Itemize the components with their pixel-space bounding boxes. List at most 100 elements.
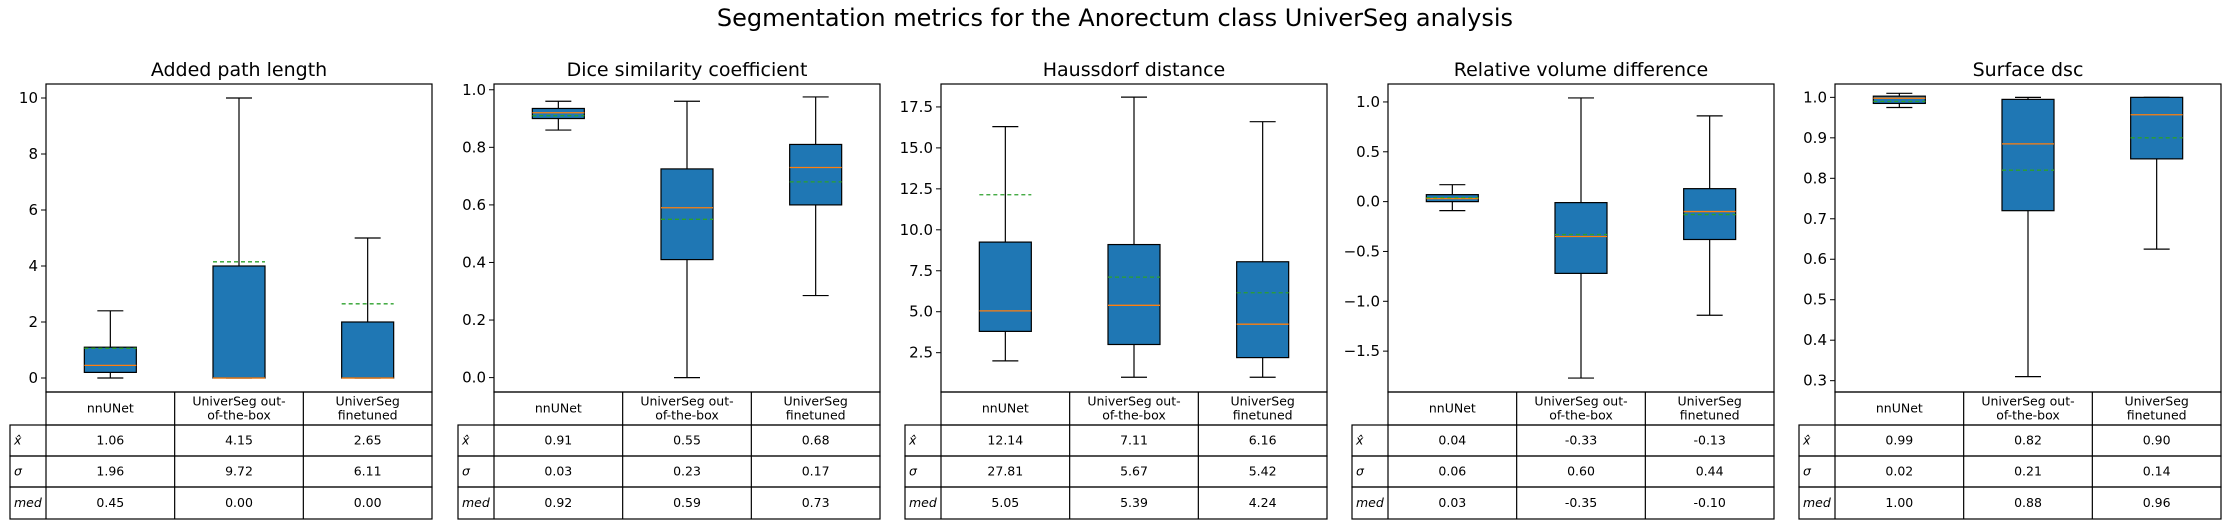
y-tick-label: −0.5 [1344,242,1380,260]
iqr-box [531,107,585,120]
table-cell: 0.82 [2014,433,2042,448]
y-tick-label: 0.7 [1803,210,1827,228]
y-tick-label: 0.5 [1356,143,1380,161]
y-tick-label: 0.6 [1803,250,1827,268]
column-header: of-the-box [1549,408,1613,423]
iqr-box [978,241,1032,332]
table-cell: 0.00 [225,495,253,510]
table-cell: 12.14 [987,433,1023,448]
row-label: med [462,495,490,510]
column-header: nnUNet [535,401,582,416]
row-label: σ [14,464,23,479]
row-label: x̂ [908,433,917,448]
box-1 [1872,92,1926,109]
y-tick-label: 0.9 [1803,129,1827,147]
table-cell: -0.13 [1693,433,1725,448]
y-tick-label: −1.0 [1344,292,1380,310]
chart-panel-3: Haussdorf distance 2.5 5.0 7.5 10.0 12.5 15.0 1… [900,59,1328,520]
table-cell: 0.92 [544,495,572,510]
table-cell: 0.23 [673,464,701,479]
table-cell: 0.88 [2014,495,2042,510]
iqr-box [2130,96,2184,160]
box-2 [2001,96,2055,378]
y-tick-label: 0.8 [462,138,486,156]
y-tick-label: 1.0 [1356,93,1380,111]
chart-panel-1: Added path length 0 2 4 6 8 10 nnUNet UniverSeg … [9,59,433,520]
y-tick-label: 0.5 [1803,291,1827,309]
column-header: UniverSeg [335,394,399,409]
iqr-box [83,346,137,374]
column-header: UniverSeg out- [1981,394,2074,409]
box-3 [2130,96,2184,250]
table-cell: -0.10 [1693,495,1725,510]
column-header: UniverSeg [1677,394,1741,409]
y-tick-label: 15.0 [900,139,933,157]
y-tick-label: 0.3 [1803,372,1827,390]
table-cell: 1.06 [96,433,124,448]
table-cell: 7.11 [1120,433,1148,448]
iqr-box [341,321,395,379]
column-header: of-the-box [1996,408,2060,423]
iqr-box [789,143,843,206]
table-cell: 0.06 [1438,464,1466,479]
row-label: σ [462,464,471,479]
y-tick-label: 0 [28,369,38,387]
column-header: finetuned [1680,408,1740,423]
stats-table: nnUNet UniverSeg out-of-the-box UniverSegf… [904,391,1328,520]
table-cell: 0.73 [802,495,830,510]
chart-title: Surface dsc [1973,59,2084,81]
y-tick-label: 17.5 [900,98,933,116]
row-label: x̂ [1802,433,1811,448]
column-header: UniverSeg [783,394,847,409]
column-header: finetuned [1233,408,1293,423]
iqr-box [660,168,714,261]
column-header: nnUNet [982,401,1029,416]
chart-title: Added path length [151,59,327,81]
y-tick-label: 0.8 [1803,169,1827,187]
table-cell: 0.02 [1885,464,1913,479]
table-cell: -0.33 [1565,433,1597,448]
y-tick-label: 2.5 [909,344,933,362]
box-3 [341,237,395,379]
table-cell: 0.03 [1438,495,1466,510]
y-tick-label: 5.0 [909,303,933,321]
box-2 [660,100,714,379]
y-tick-label: 6 [28,201,38,219]
box-3 [789,96,843,297]
table-cell: 5.67 [1120,464,1148,479]
table-cell: 0.96 [2143,495,2171,510]
box-1 [531,100,585,131]
table-cell: 4.15 [225,433,253,448]
y-tick-label: −1.5 [1344,342,1380,360]
box-2 [1107,96,1161,378]
column-header: UniverSeg [1230,394,1294,409]
iqr-box [1107,243,1161,346]
box-3 [1236,121,1290,378]
column-header: UniverSeg out- [1534,394,1627,409]
table-cell: 4.24 [1249,495,1277,510]
table-cell: 9.72 [225,464,253,479]
table-cell: -0.35 [1565,495,1597,510]
table-cell: 0.00 [354,495,382,510]
table-row [9,486,433,520]
figure-title: Segmentation metrics for the Anorectum c… [716,4,1514,32]
table-cell: 0.14 [2143,464,2171,479]
box-3 [1683,115,1737,316]
iqr-box [212,265,266,379]
chart-panel-5: Surface dsc 0.3 0.4 0.5 0.6 0.7 0.8 0.9 1.0 nnUNe… [1798,59,2222,520]
table-cell: 5.42 [1249,464,1277,479]
y-tick-label: 0.4 [1803,331,1827,349]
chart-panel-2: Dice similarity coefficient 0.0 0.2 0.4 0.6 0… [457,59,881,520]
row-label: med [1356,495,1384,510]
y-tick-label: 0.4 [462,253,486,271]
table-cell: 0.90 [2143,433,2171,448]
iqr-box [1872,95,1926,105]
column-header: finetuned [2127,408,2187,423]
column-header: nnUNet [1876,401,1923,416]
stats-table: nnUNet UniverSeg out-of-the-box UniverSegf… [9,391,433,520]
column-header: nnUNet [1429,401,1476,416]
table-cell: 0.55 [673,433,701,448]
table-cell: 6.16 [1249,433,1277,448]
column-header: of-the-box [207,408,271,423]
